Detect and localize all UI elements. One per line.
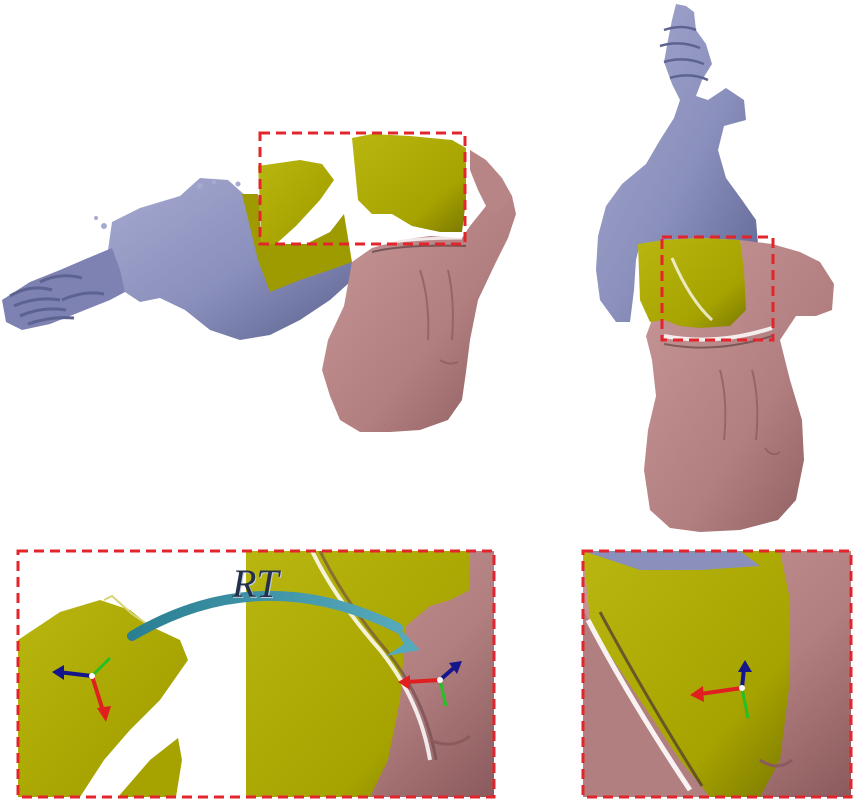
left-olive-patch-upper — [258, 160, 334, 244]
left-blue-scan — [2, 178, 352, 340]
left-scan-scene — [2, 131, 516, 432]
right-scan-scene — [596, 4, 834, 532]
right-highlight-box — [660, 235, 775, 342]
right-coordinate-axes — [690, 660, 752, 719]
rt-arrow-head — [386, 616, 420, 656]
left-pink-shoulder — [470, 150, 512, 214]
right-inset-frame — [581, 549, 853, 799]
left-olive-patch-chest — [352, 134, 466, 232]
target-coordinate-axes — [398, 661, 462, 707]
left-highlight-box — [258, 131, 467, 246]
right-olive-patch — [638, 238, 746, 328]
rt-arrow — [127, 591, 403, 641]
left-torso-contours — [419, 269, 459, 365]
right-blue-scan — [596, 4, 758, 322]
left-inset-frame — [16, 549, 496, 799]
source-coordinate-axes — [52, 656, 112, 722]
right-zoom-inset — [581, 549, 853, 799]
rt-transform-label: RT — [232, 561, 279, 606]
left-olive-patch-lower — [242, 194, 352, 292]
left-pink-torso — [322, 182, 516, 432]
left-zoom-inset — [16, 549, 496, 799]
